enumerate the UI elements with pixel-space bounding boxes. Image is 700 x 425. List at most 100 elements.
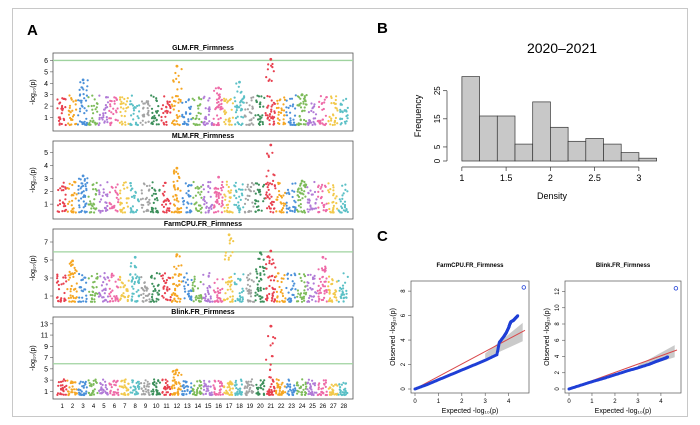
snp-point [296,381,299,384]
snp-point [73,266,76,269]
snp-point [151,122,154,126]
snp-point [224,118,227,121]
snp-point [116,298,119,301]
snp-point [171,96,174,99]
snp-point [199,103,202,106]
snp-point [291,293,294,296]
snp-point [328,275,331,278]
snp-point [313,207,316,210]
snp-point [323,98,326,101]
snp-point [62,189,65,192]
snp-point [146,112,149,116]
snp-point [122,295,125,298]
snp-point [285,111,288,114]
snp-point [162,205,165,208]
snp-point [211,300,214,303]
snp-point [77,177,81,180]
snp-point [134,106,137,109]
snp-point [259,289,262,292]
snp-point [225,111,228,114]
snp-point [318,277,321,280]
snp-point [171,276,174,279]
snp-point [247,290,251,293]
snp-point [178,300,181,303]
snp-point [278,99,281,102]
snp-point [180,68,183,71]
snp-point [304,186,307,189]
snp-point [220,211,223,214]
snp-point [74,103,77,106]
snp-point [104,104,107,107]
snp-point [94,292,98,295]
y-tick-label: 6 [401,313,407,317]
snp-point [216,101,219,104]
snp-point [152,388,155,391]
snp-point [70,210,73,213]
snp-point [207,385,210,388]
snp-point [294,107,297,110]
snp-point [296,295,299,298]
snp-point [309,391,312,394]
snp-point [240,108,243,111]
snp-point [106,121,109,124]
snp-point [175,120,178,123]
snp-point [220,183,223,187]
snp-point [69,294,72,297]
snp-point [223,206,226,209]
snp-point [87,391,90,394]
snp-points [56,143,349,214]
snp-point [345,289,348,292]
snp-point [81,274,84,277]
snp-point [235,197,238,200]
snp-point [346,190,349,193]
snp-point [119,208,122,211]
snp-point [179,100,182,103]
snp-point [74,381,77,384]
snp-point [83,97,86,100]
snp-point [120,392,123,395]
snp-point [172,79,175,82]
snp-point [84,276,87,279]
snp-point [64,198,67,201]
chromosome-label: 27 [330,404,337,410]
snp-point [106,276,109,279]
snp-point [172,376,175,379]
snp-point [189,184,193,187]
snp-point [113,100,116,103]
snp-point [307,192,310,195]
snp-point [216,114,219,117]
snp-point [124,123,127,126]
snp-point [291,210,294,213]
snp-point [99,211,102,214]
snp-point [166,387,169,390]
snp-point [122,184,125,187]
snp-point [185,192,188,195]
snp-point [283,300,286,303]
y-tick-label: 12 [555,288,561,295]
snp-point [304,183,307,186]
snp-point [195,123,198,126]
snp-point [229,254,232,257]
snp-point [65,280,68,283]
snp-point [140,393,143,396]
snp-point [174,299,177,303]
snp-point [275,106,278,110]
snp-point [174,292,177,295]
snp-point [178,115,181,118]
snp-point [177,393,180,396]
snp-point [304,195,307,198]
snp-point [200,190,203,193]
snp-point [289,123,292,126]
snp-point [71,385,74,388]
snp-point [242,289,245,292]
snp-point [84,392,87,395]
snp-point [198,391,201,394]
snp-point [278,393,281,396]
snp-point [163,385,166,388]
snp-peak-point [133,255,137,259]
snp-point [317,284,320,287]
snp-point [146,383,149,386]
snp-point [177,109,180,113]
snp-point [202,123,206,126]
snp-point [167,209,170,212]
